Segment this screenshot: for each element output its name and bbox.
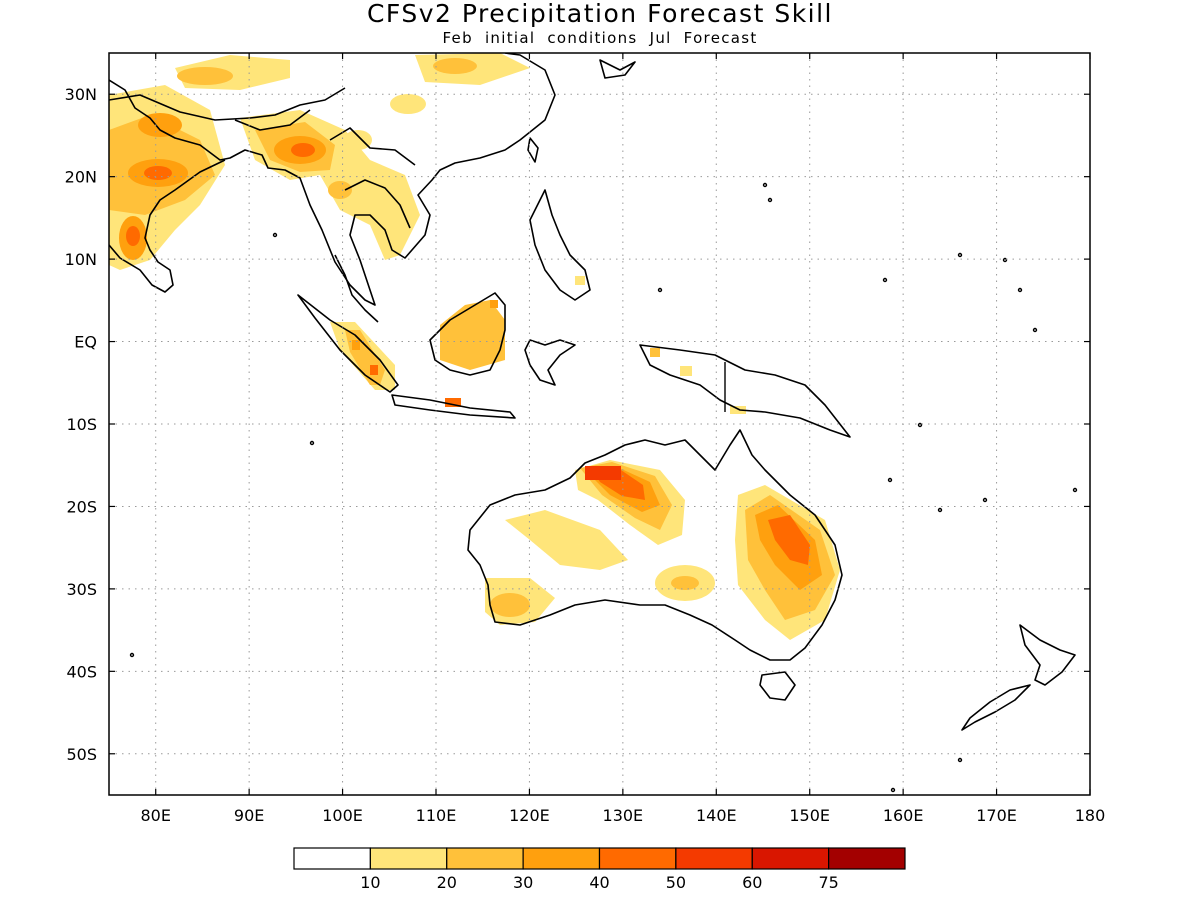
lat-tick-label: 30N (65, 85, 97, 104)
lon-tick-label: 90E (234, 806, 264, 825)
legend-label: 75 (818, 873, 838, 892)
legend-swatch (446, 847, 524, 870)
island-dots (129, 182, 1078, 793)
legend-swatch (369, 847, 448, 870)
legend-swatch (522, 847, 601, 870)
legend-label: 20 (437, 873, 457, 892)
legend-swatch (293, 847, 371, 870)
lon-tick-label: 180 (1075, 806, 1106, 825)
lat-tick-label: 10S (66, 415, 97, 434)
lat-tick-label: 20S (66, 497, 97, 516)
legend-label: 60 (742, 873, 762, 892)
lat-tick-label: EQ (74, 333, 97, 352)
lat-tick-label: 30S (66, 580, 97, 599)
color-legend: 10 20 30 40 50 60 75 (293, 847, 906, 892)
lon-tick-label: 100E (322, 806, 363, 825)
lat-tick-label: 20N (65, 168, 97, 187)
coastlines (109, 53, 1076, 731)
legend-label: 50 (666, 873, 686, 892)
legend-swatch (598, 847, 677, 870)
lat-tick-label: 50S (66, 745, 97, 764)
lon-tick-label: 130E (603, 806, 644, 825)
lon-tick-label: 140E (696, 806, 737, 825)
lon-tick-label: 150E (789, 806, 830, 825)
skill-shading (109, 53, 840, 640)
lat-tick-label: 10N (65, 250, 97, 269)
legend-swatch (675, 847, 753, 870)
plot-frame (108, 52, 1091, 796)
lon-tick-label: 170E (976, 806, 1017, 825)
gridlines (109, 53, 1090, 795)
latitude-axis: 30N 20N 10N EQ 10S 20S 30S 40S 50S (65, 85, 1090, 764)
legend-label: 10 (360, 873, 380, 892)
map-title: CFSv2 Precipitation Forecast Skill (366, 0, 834, 28)
lon-tick-label: 160E (883, 806, 924, 825)
lon-tick-label: 120E (509, 806, 550, 825)
legend-label: 40 (589, 873, 609, 892)
lat-tick-label: 40S (66, 662, 97, 681)
map-subtitle: Feb initial conditions Jul Forecast (442, 29, 758, 47)
lon-tick-label: 80E (140, 806, 170, 825)
longitude-axis: 80E 90E 100E 110E 120E 130E 140E 150E 160E 170E 18… (140, 53, 1105, 825)
legend-swatch (751, 847, 830, 870)
legend-label: 30 (513, 873, 533, 892)
legend-swatch (828, 847, 906, 870)
lon-tick-label: 110E (416, 806, 457, 825)
